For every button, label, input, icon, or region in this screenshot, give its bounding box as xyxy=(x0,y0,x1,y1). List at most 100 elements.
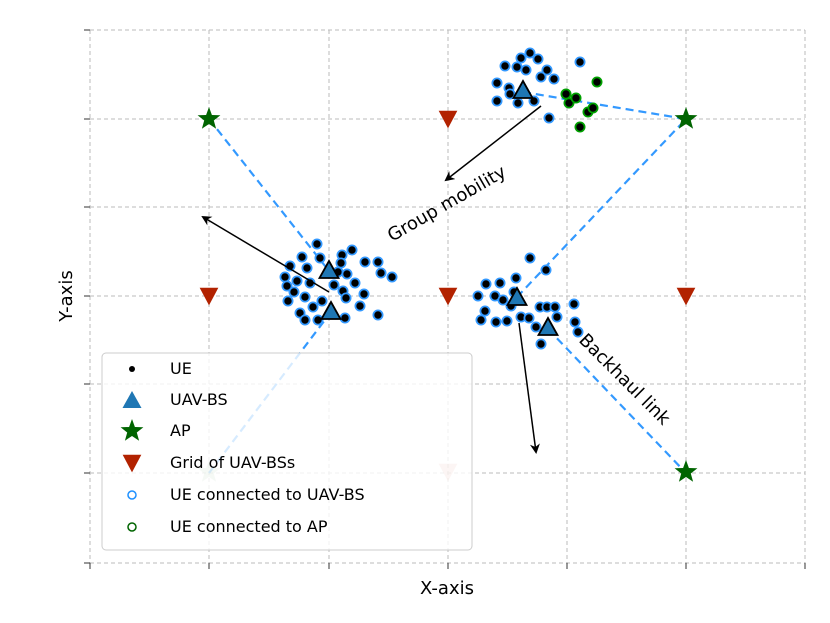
ue-connected-to-uav-bs xyxy=(532,53,544,65)
legend-label-ue: UE xyxy=(170,359,192,378)
backhaul-link xyxy=(522,90,687,121)
ue-connected-to-uav-bs xyxy=(535,338,547,350)
ue-connected-to-uav-bs xyxy=(548,73,560,85)
ue-connected-to-uav-bs xyxy=(494,277,506,289)
ue-connected-to-uav-bs xyxy=(551,311,563,323)
grid-uav-bs-marker xyxy=(676,287,696,306)
legend-label-ue-connected-to-uav-bs: UE connected to UAV-BS xyxy=(170,485,365,504)
ue-connected-to-uav-bs xyxy=(372,309,384,321)
legend-label-grid-of-uav-bss: Grid of UAV-BSs xyxy=(170,453,295,472)
ue-connected-to-uav-bs xyxy=(358,288,370,300)
ue-connected-to-uav-bs xyxy=(341,268,353,280)
ue-connected-to-ap xyxy=(560,88,572,100)
ue-connected-to-uav-bs xyxy=(335,257,347,269)
ue-connected-to-uav-bs xyxy=(543,112,555,124)
ue-connected-to-uav-bs xyxy=(541,64,553,76)
ue-connected-to-uav-bs xyxy=(530,321,542,333)
legend-symbol-ap xyxy=(120,419,144,441)
ue-connected-to-uav-bs xyxy=(475,314,487,326)
ue-connected-to-uav-bs xyxy=(291,275,303,287)
ue-connected-to-uav-bs xyxy=(572,326,584,338)
axis-ticks xyxy=(84,29,806,569)
ue-connected-to-uav-bs xyxy=(359,256,371,268)
backhaul-link xyxy=(208,118,330,272)
ue-connected-to-uav-bs xyxy=(328,279,340,291)
ue-connected-to-ap xyxy=(591,76,603,88)
ue-connected-to-uav-bs xyxy=(316,295,328,307)
ue-connected-to-uav-bs xyxy=(372,256,384,268)
ue-connected-to-uav-bs xyxy=(288,286,300,298)
ue-connected-to-uav-bs xyxy=(346,244,358,256)
ue-connected-to-uav-bs xyxy=(510,272,522,284)
ue-connected-to-uav-bs xyxy=(511,61,523,73)
backhaul-link-label: Backhaul link xyxy=(574,330,674,430)
ue-connected-to-uav-bs xyxy=(568,298,580,310)
ue-connected-to-uav-bs xyxy=(524,47,536,59)
ue-connected-to-uav-bs xyxy=(349,277,361,289)
x-axis-label: X-axis xyxy=(420,578,474,599)
ue-connected-to-uav-bs xyxy=(479,305,491,317)
legend: UE UAV-BS AP Grid of UAV-BSs UE connecte… xyxy=(101,352,473,551)
legend-label-ap: AP xyxy=(170,421,191,440)
legend-symbol-uav-bs xyxy=(122,391,142,408)
mobility-arrow xyxy=(444,105,542,182)
ue-connected-to-uav-bs xyxy=(524,252,536,264)
uav-bs-markers xyxy=(317,79,560,336)
ue-connected-to-uav-bs xyxy=(501,315,513,327)
uav-bs-marker xyxy=(511,79,535,99)
ue-connected-to-uav-bs xyxy=(312,314,324,326)
mobility-arrow xyxy=(201,215,330,293)
legend-symbol-grid-of-uav-bss xyxy=(122,454,142,473)
legend-symbol-ue xyxy=(129,366,135,372)
ue-connected-to-uav-bs xyxy=(296,251,308,263)
ue-connected-to-uav-bs xyxy=(301,262,313,274)
ue-connected-to-uav-bs xyxy=(490,316,502,328)
ue-connected-to-uav-bs xyxy=(520,64,532,76)
ue-connected-to-uav-bs xyxy=(279,271,291,283)
uav-bs-marker xyxy=(317,259,341,279)
ue-connected-to-uav-bs xyxy=(314,252,326,264)
ue-connected-to-uav-bs xyxy=(299,291,311,303)
ue-connected-to-uav-bs xyxy=(499,60,511,72)
ue-connected-to-uav-bs xyxy=(375,267,387,279)
ue-connected-to-ap xyxy=(574,121,586,133)
grid-uav-bs-marker xyxy=(438,287,458,306)
ap-star xyxy=(674,460,698,482)
ue-connected-to-uav-bs xyxy=(281,280,293,292)
ue-connected-to-uav-bs xyxy=(282,295,294,307)
y-axis-label: Y-axis xyxy=(56,270,77,322)
mobility-arrow xyxy=(518,322,540,454)
legend-symbol-ue-connected-to-uav-bs xyxy=(127,490,137,500)
legend-label-ue-connected-to-ap: UE connected to AP xyxy=(170,517,328,536)
legend-label-uav-bs: UAV-BS xyxy=(170,390,228,409)
backhaul-link xyxy=(547,328,687,474)
ue-connected-to-uav-bs xyxy=(386,271,398,283)
ue-connected-to-uav-bs xyxy=(354,300,366,312)
ue-connected-to-uav-bs xyxy=(307,301,319,313)
ue-connected-to-uav-bs xyxy=(535,71,547,83)
mobility-arrows xyxy=(201,105,542,454)
uav-bs-marker xyxy=(319,300,343,320)
ap-star xyxy=(674,107,698,129)
ue-connected-to-uav-bs xyxy=(515,52,527,64)
ue-connected-to-uav-bs xyxy=(340,292,352,304)
ue-connected-to-ap xyxy=(570,92,582,104)
ue-connected-to-uav-bs xyxy=(523,312,535,324)
group-mobility-label: Group mobility xyxy=(384,161,510,246)
ue-connected-to-uav-bs xyxy=(480,278,492,290)
legend-box xyxy=(101,352,473,551)
grid-uav-bs-marker xyxy=(438,110,458,129)
ue-connected-to-uav-bs xyxy=(472,290,484,302)
ue-connected-to-uav-bs xyxy=(311,238,323,250)
ue-connected-to-uav-bs xyxy=(497,294,509,306)
ap-star xyxy=(197,107,221,129)
ue-connected-to-uav-bs xyxy=(504,88,516,100)
ue-connected-to-uav-bs xyxy=(512,97,524,109)
ue-connected-to-uav-bs xyxy=(569,316,581,328)
legend-symbol-ue-connected-to-ap xyxy=(127,522,137,532)
uav-bs-marker xyxy=(505,286,529,306)
grid-uav-bs-marker xyxy=(199,287,219,306)
ue-connected-to-uav-bs xyxy=(540,264,552,276)
ue-connected-to-ap xyxy=(587,102,599,114)
